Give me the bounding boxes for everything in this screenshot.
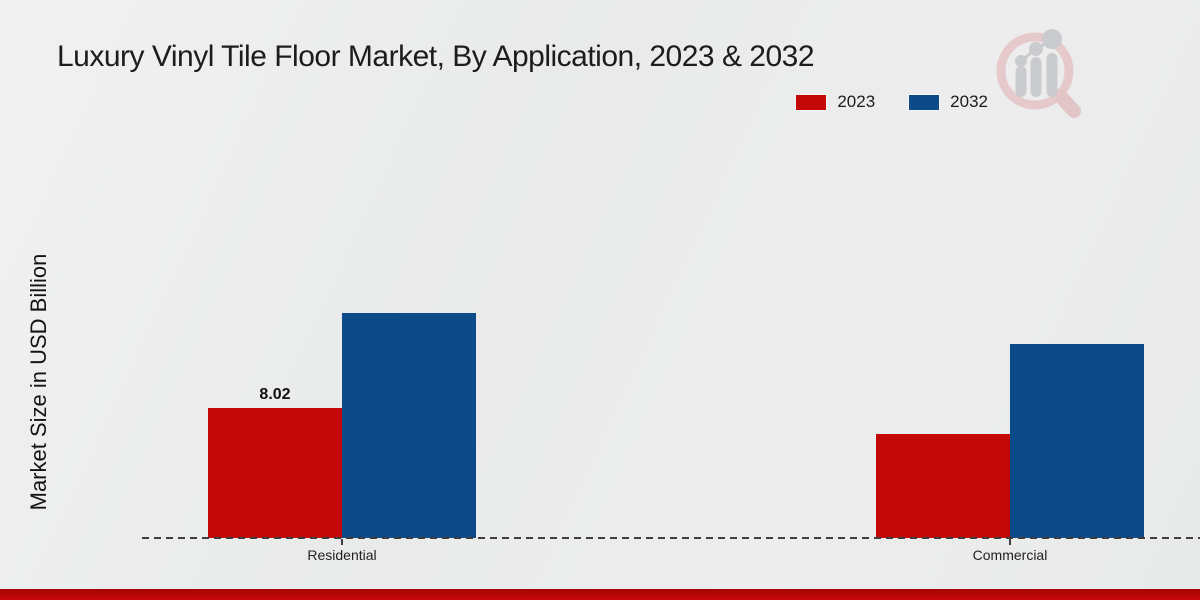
legend: 2023 2032 [796,92,988,112]
legend-swatch-2023-icon [796,94,827,110]
legend-item-2032: 2032 [909,92,988,112]
x-tick-commercial [1009,539,1011,545]
legend-swatch-2032-icon [909,94,940,110]
bar-value-label: 8.02 [259,386,291,403]
category-label-commercial: Commercial [972,547,1048,563]
bar-residential-2023 [208,408,342,538]
chart-title: Luxury Vinyl Tile Floor Market, By Appli… [57,40,815,73]
legend-label-2032: 2032 [950,92,988,111]
category-label-residential: Residential [307,547,377,563]
legend-item-2023: 2023 [796,92,875,112]
x-axis-baseline [142,537,1200,539]
x-tick-residential [341,539,343,545]
bar-residential-2032 [342,313,476,538]
legend-label-2023: 2023 [837,92,876,111]
bar-commercial-2023 [876,434,1010,538]
bar-commercial-2032 [1010,344,1144,538]
brand-logo-icon [996,29,1081,118]
footer-accent-band [0,589,1200,600]
